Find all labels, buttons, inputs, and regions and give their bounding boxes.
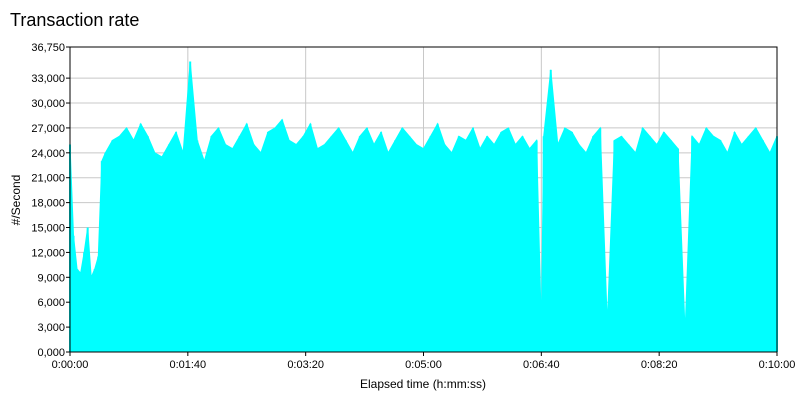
y-axis-ticks: 0,000 3,000 6,000 9,000 12,000 15,000 18,000 21… [31, 42, 70, 359]
y-tick-label: 9,000 [37, 272, 65, 284]
x-tick-label: 0:06:40 [523, 359, 560, 371]
x-tick-label: 0:00:00 [52, 359, 89, 371]
chart-title: Transaction rate [10, 10, 140, 30]
y-tick-label: 27,000 [31, 123, 65, 135]
y-tick-label: 15,000 [31, 223, 65, 235]
y-tick-label: 36,750 [31, 42, 65, 54]
y-tick-label: 33,000 [31, 73, 65, 85]
x-tick-label: 0:08:20 [641, 359, 678, 371]
y-tick-label: 18,000 [31, 198, 65, 210]
y-tick-label: 3,000 [37, 322, 65, 334]
y-axis-label: #/Second [9, 175, 23, 226]
y-tick-label: 0,000 [37, 347, 65, 359]
x-axis-label: Elapsed time (h:mm:ss) [360, 377, 486, 391]
x-tick-label: 0:05:00 [405, 359, 442, 371]
y-tick-label: 21,000 [31, 173, 65, 185]
y-tick-label: 30,000 [31, 98, 65, 110]
x-tick-label: 0:03:20 [287, 359, 324, 371]
x-tick-label: 0:10:00 [759, 359, 796, 371]
series-area-layer [69, 61, 778, 353]
x-tick-label: 0:01:40 [169, 359, 206, 371]
y-tick-label: 24,000 [31, 148, 65, 160]
x-axis-ticks: 0:00:00 0:01:40 0:03:20 0:05:00 0:06:40 0:08:… [52, 352, 796, 371]
y-tick-label: 6,000 [37, 297, 65, 309]
y-tick-label: 12,000 [31, 247, 65, 259]
